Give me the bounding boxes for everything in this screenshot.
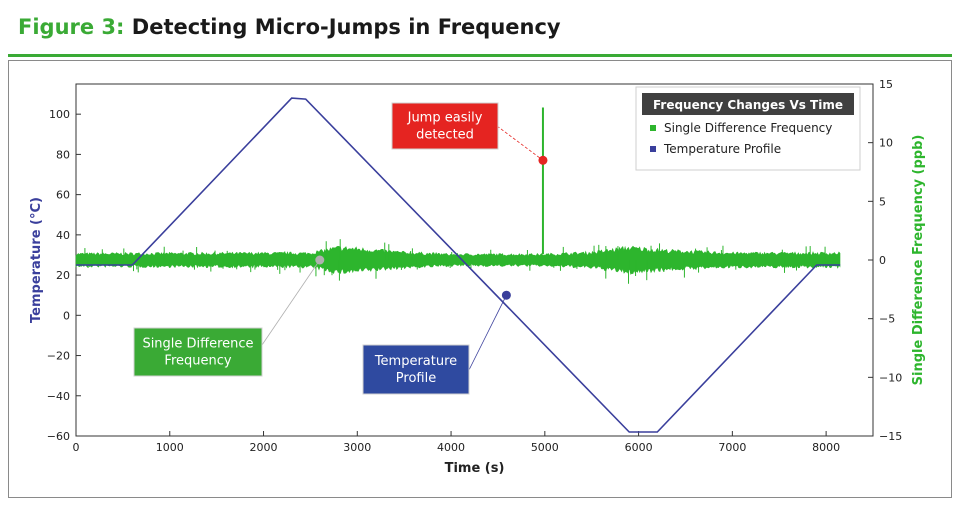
x-tick-label: 1000: [156, 441, 184, 454]
y-tick-label: −60: [47, 430, 70, 443]
y-tick-label: 0: [63, 309, 70, 322]
callout-text: Single Difference: [142, 337, 253, 352]
figure-number: Figure 3:: [18, 15, 125, 39]
callout-text: Temperature: [374, 354, 457, 369]
y2-tick-label: −10: [879, 371, 902, 384]
frequency-series: [75, 107, 841, 284]
legend: Frequency Changes Vs Time Single Differen…: [635, 86, 861, 171]
legend-entry: Temperature Profile: [663, 142, 781, 156]
legend-title-bg: [642, 93, 854, 115]
callout-leader: [468, 295, 507, 371]
callout-leader: [261, 259, 321, 346]
callout-text: detected: [416, 128, 474, 143]
callout-marker: [315, 255, 325, 265]
callout-text: Profile: [396, 371, 436, 386]
y-tick-label: 60: [56, 189, 70, 202]
legend-swatch: [650, 125, 656, 131]
callout-box: [391, 102, 499, 150]
x-tick-label: 5000: [531, 441, 559, 454]
figure-title: Figure 3: Detecting Micro-Jumps in Frequ…: [18, 15, 561, 39]
figure-title-text: Detecting Micro-Jumps in Frequency: [131, 15, 561, 39]
y-tick-label: −20: [47, 350, 70, 363]
legend-title: Frequency Changes Vs Time: [653, 98, 843, 112]
callout-leader: [496, 125, 544, 161]
legend-entry: Single Difference Frequency: [664, 121, 832, 135]
callout-text: Frequency: [164, 354, 231, 369]
y-tick-label: 20: [56, 269, 70, 282]
figure-header: Figure 3: Detecting Micro-Jumps in Frequ…: [0, 0, 961, 57]
x-axis-label: Time (s): [445, 461, 505, 476]
y2-tick-label: −15: [879, 430, 902, 443]
y-axis-label: Temperature (°C): [29, 197, 44, 323]
y2-tick-label: −5: [879, 313, 895, 326]
y2-tick-label: 0: [879, 254, 886, 267]
y-tick-label: −40: [47, 390, 70, 403]
y-tick-label: 100: [49, 108, 70, 121]
callout-text: Jump easily: [407, 111, 483, 126]
y2-tick-label: 5: [879, 195, 886, 208]
y-tick-label: 40: [56, 229, 70, 242]
y-tick-label: 80: [56, 148, 70, 161]
callouts-layer: Jump easily detected Single Difference Freq…: [133, 102, 548, 395]
y2-tick-label: 10: [879, 137, 893, 150]
frequency-noise-band: [75, 245, 841, 275]
legend-swatch: [650, 146, 656, 152]
x-tick-label: 8000: [812, 441, 840, 454]
callout-box: [362, 344, 470, 395]
callout-marker: [538, 155, 548, 165]
header-rule: [8, 54, 952, 57]
x-tick-label: 3000: [343, 441, 371, 454]
x-tick-label: 0: [73, 441, 80, 454]
y2-tick-label: 15: [879, 78, 893, 91]
temperature-line: [76, 97, 841, 433]
axes-layer: 0 1000 2000 3000 4000 5000 6000 7000 8000−60−40−…: [29, 78, 926, 476]
callout-box: [133, 327, 263, 377]
temperature-series: [76, 97, 841, 433]
x-tick-label: 2000: [250, 441, 278, 454]
y2-axis-label: Single Difference Frequency (ppb): [911, 135, 926, 386]
chart-frame: [8, 60, 952, 498]
x-tick-label: 4000: [437, 441, 465, 454]
x-tick-label: 7000: [718, 441, 746, 454]
callout-marker: [501, 290, 511, 300]
x-tick-label: 6000: [625, 441, 653, 454]
